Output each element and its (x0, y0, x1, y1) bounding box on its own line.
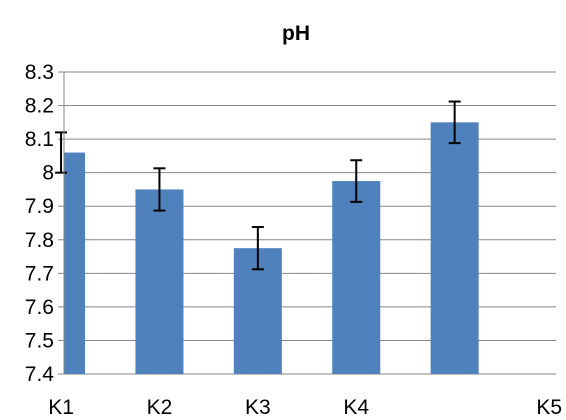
y-tick-label: 7.6 (25, 296, 54, 319)
y-tick-label: 8.2 (25, 95, 54, 118)
y-tick-label: 7.4 (25, 363, 55, 386)
y-tick-label: 8 (42, 162, 54, 185)
x-tick-label: K3 (245, 396, 271, 419)
x-tick-label: K1 (48, 396, 74, 419)
bar-k4 (332, 181, 381, 374)
y-tick-label: 8.3 (25, 61, 54, 84)
bars (64, 122, 479, 374)
bar-k5 (430, 122, 479, 374)
x-tick-label: K5 (536, 396, 562, 419)
error-bars (55, 100, 461, 271)
x-axis-tick-labels: K1 K2 K3 K4 K5 (48, 396, 562, 419)
y-tick-label: 7.9 (25, 195, 54, 218)
bar-k1 (64, 152, 86, 374)
y-tick-label: 7.7 (25, 262, 54, 285)
x-tick-label: K4 (343, 396, 369, 419)
chart-title: pH (282, 22, 310, 45)
x-tick-label: K2 (147, 396, 173, 419)
y-tick-label: 7.8 (25, 229, 54, 252)
bar-k2 (135, 189, 184, 374)
gridlines (58, 71, 556, 375)
y-tick-label: 7.5 (25, 329, 54, 352)
y-axis-tick-labels: 7.4 7.5 7.6 7.7 7.8 7.9 8 8.1 8.2 8.3 (25, 61, 55, 386)
y-tick-label: 8.1 (25, 128, 54, 151)
